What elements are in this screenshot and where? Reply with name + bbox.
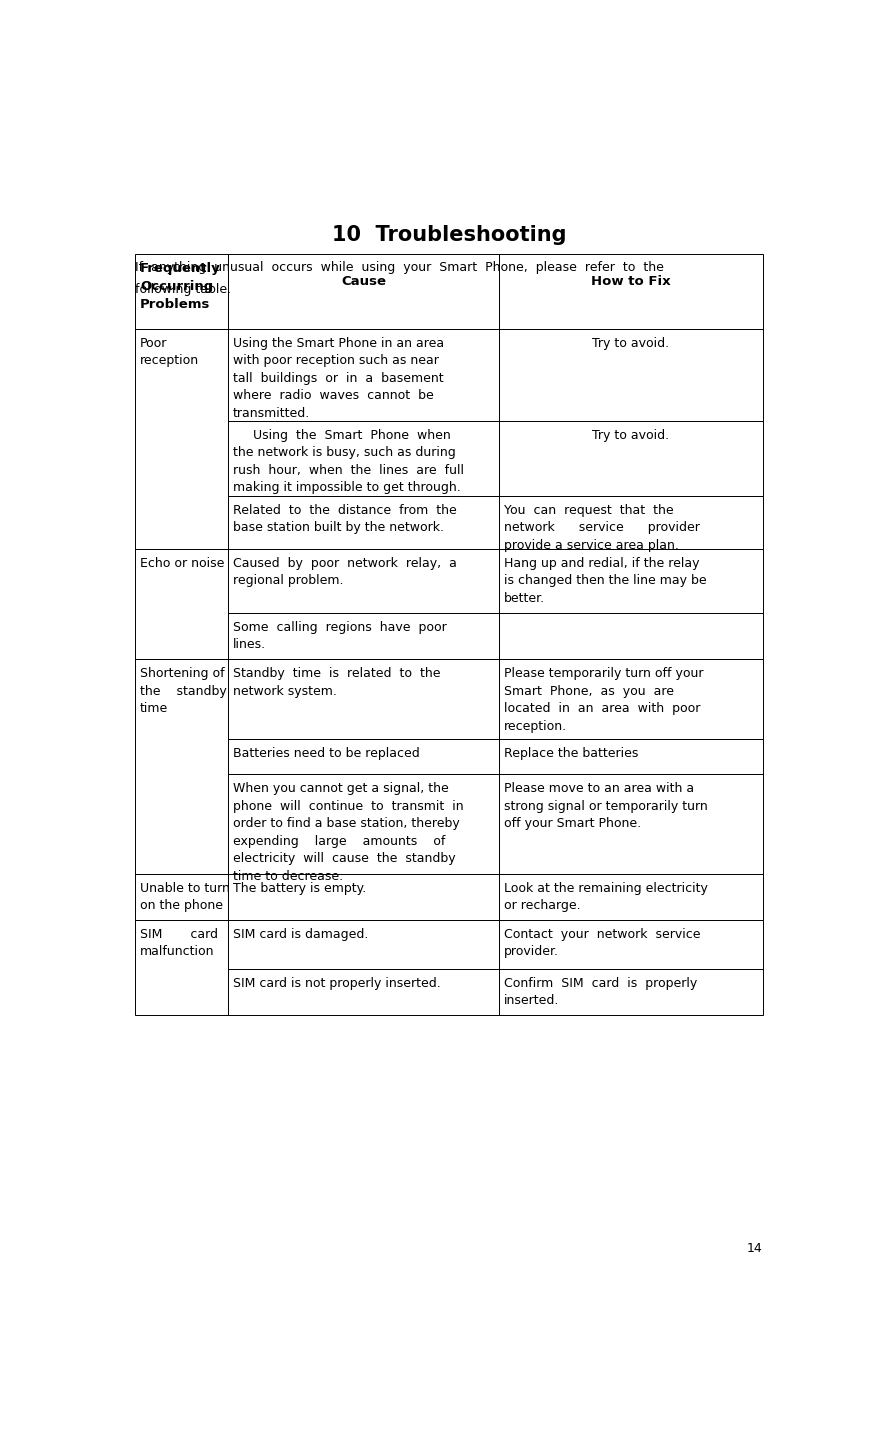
Bar bbox=[228, 254, 499, 329]
Text: Please temporarily turn off your
Smart  Phone,  as  you  are
located  in  an  ar: Please temporarily turn off your Smart P… bbox=[504, 667, 703, 733]
Text: Contact  your  network  service
provider.: Contact your network service provider. bbox=[504, 928, 701, 959]
Bar bbox=[135, 660, 228, 874]
Text: Echo or noise: Echo or noise bbox=[140, 557, 224, 570]
Text: Replace the batteries: Replace the batteries bbox=[504, 746, 639, 759]
Bar bbox=[135, 329, 228, 550]
Text: The battery is empty.: The battery is empty. bbox=[233, 881, 366, 894]
Text: Unable to turn
on the phone: Unable to turn on the phone bbox=[140, 881, 230, 913]
Bar bbox=[228, 613, 499, 660]
Text: Please move to an area with a
strong signal or temporarily turn
off your Smart P: Please move to an area with a strong sig… bbox=[504, 782, 708, 829]
Text: Hang up and redial, if the relay
is changed then the line may be
better.: Hang up and redial, if the relay is chan… bbox=[504, 557, 707, 604]
Text: SIM card is not properly inserted.: SIM card is not properly inserted. bbox=[233, 977, 441, 990]
Bar bbox=[499, 550, 763, 613]
Text: Using  the  Smart  Phone  when
the network is busy, such as during
rush  hour,  : Using the Smart Phone when the network i… bbox=[233, 429, 464, 494]
Bar bbox=[499, 613, 763, 660]
Text: Some  calling  regions  have  poor
lines.: Some calling regions have poor lines. bbox=[233, 621, 447, 651]
Text: Frequently
Occurring
Problems: Frequently Occurring Problems bbox=[140, 261, 221, 311]
Text: Poor
reception: Poor reception bbox=[140, 337, 199, 367]
Bar bbox=[499, 920, 763, 969]
Text: 10  Troubleshooting: 10 Troubleshooting bbox=[332, 225, 566, 245]
Text: following table.: following table. bbox=[135, 283, 231, 296]
Bar bbox=[228, 550, 499, 613]
Text: SIM       card
malfunction: SIM card malfunction bbox=[140, 928, 218, 959]
Bar bbox=[228, 920, 499, 969]
Bar bbox=[228, 329, 499, 420]
Bar bbox=[499, 420, 763, 497]
Text: Related  to  the  distance  from  the
base station built by the network.: Related to the distance from the base st… bbox=[233, 504, 456, 534]
Bar bbox=[499, 329, 763, 420]
Bar bbox=[228, 775, 499, 874]
Bar bbox=[228, 739, 499, 775]
Text: Caused  by  poor  network  relay,  a
regional problem.: Caused by poor network relay, a regional… bbox=[233, 557, 456, 587]
Bar bbox=[499, 660, 763, 739]
Text: Standby  time  is  related  to  the
network system.: Standby time is related to the network s… bbox=[233, 667, 441, 697]
Bar bbox=[135, 550, 228, 660]
Bar bbox=[228, 969, 499, 1016]
Bar bbox=[228, 874, 499, 920]
Bar bbox=[135, 920, 228, 1016]
Text: How to Fix: How to Fix bbox=[591, 276, 671, 288]
Text: 14: 14 bbox=[747, 1243, 763, 1256]
Text: Batteries need to be replaced: Batteries need to be replaced bbox=[233, 746, 420, 759]
Bar bbox=[499, 254, 763, 329]
Text: Using the Smart Phone in an area
with poor reception such as near
tall  building: Using the Smart Phone in an area with po… bbox=[233, 337, 444, 420]
Bar bbox=[499, 739, 763, 775]
Bar bbox=[228, 420, 499, 497]
Text: Cause: Cause bbox=[341, 276, 386, 288]
Text: When you cannot get a signal, the
phone  will  continue  to  transmit  in
order : When you cannot get a signal, the phone … bbox=[233, 782, 463, 883]
Bar bbox=[228, 497, 499, 550]
Text: Confirm  SIM  card  is  properly
inserted.: Confirm SIM card is properly inserted. bbox=[504, 977, 697, 1007]
Text: Shortening of
the    standby
time: Shortening of the standby time bbox=[140, 667, 227, 715]
Bar bbox=[499, 775, 763, 874]
Bar bbox=[499, 969, 763, 1016]
Bar bbox=[499, 874, 763, 920]
Text: Try to avoid.: Try to avoid. bbox=[592, 337, 669, 350]
Text: Look at the remaining electricity
or recharge.: Look at the remaining electricity or rec… bbox=[504, 881, 708, 913]
Text: If  anything  unusual  occurs  while  using  your  Smart  Phone,  please  refer : If anything unusual occurs while using y… bbox=[135, 261, 664, 274]
Text: Try to avoid.: Try to avoid. bbox=[592, 429, 669, 442]
Text: SIM card is damaged.: SIM card is damaged. bbox=[233, 928, 368, 941]
Bar bbox=[135, 254, 228, 329]
Text: You  can  request  that  the
network      service      provider
provide a servic: You can request that the network service… bbox=[504, 504, 700, 551]
Bar bbox=[499, 497, 763, 550]
Bar bbox=[228, 660, 499, 739]
Bar bbox=[135, 874, 228, 920]
